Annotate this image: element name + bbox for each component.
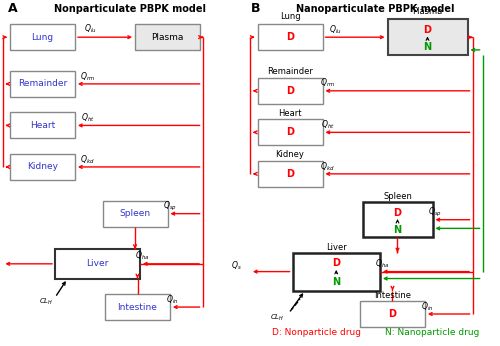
Text: $Q_{sp}$: $Q_{sp}$ bbox=[428, 206, 442, 219]
Text: $Q_s$: $Q_s$ bbox=[230, 259, 241, 272]
Text: Kidney: Kidney bbox=[276, 150, 304, 159]
Text: N: N bbox=[394, 225, 402, 235]
Text: $Q_{kd}$: $Q_{kd}$ bbox=[320, 160, 335, 173]
Text: Heart: Heart bbox=[278, 109, 302, 118]
Text: $Q_{ht}$: $Q_{ht}$ bbox=[80, 111, 94, 124]
Text: D: D bbox=[286, 86, 294, 96]
Bar bbox=[102, 201, 168, 227]
Text: D: D bbox=[424, 25, 432, 35]
Text: Liver: Liver bbox=[326, 243, 346, 252]
Text: Intestine: Intestine bbox=[118, 302, 158, 312]
Text: Nanoparticulate PBPK model: Nanoparticulate PBPK model bbox=[296, 4, 454, 13]
Bar bbox=[362, 202, 432, 237]
Text: $Q_{ht}$: $Q_{ht}$ bbox=[320, 118, 334, 131]
Bar bbox=[388, 19, 468, 55]
Text: Remainder: Remainder bbox=[267, 67, 313, 76]
Text: D: D bbox=[332, 258, 340, 268]
Bar bbox=[258, 119, 322, 145]
Text: $Q_{sp}$: $Q_{sp}$ bbox=[163, 200, 177, 212]
Text: Kidney: Kidney bbox=[27, 162, 58, 172]
Text: A: A bbox=[8, 2, 17, 15]
Text: N: N bbox=[332, 277, 340, 287]
Bar bbox=[10, 154, 75, 180]
Text: $Q_{rm}$: $Q_{rm}$ bbox=[320, 77, 335, 90]
Text: Spleen: Spleen bbox=[120, 209, 150, 218]
Text: $Q_{ha}$: $Q_{ha}$ bbox=[136, 250, 149, 263]
Text: Heart: Heart bbox=[30, 121, 55, 130]
Text: N: N bbox=[424, 42, 432, 52]
Bar bbox=[10, 24, 75, 50]
Text: $CL_H$: $CL_H$ bbox=[270, 312, 284, 323]
Text: Lung: Lung bbox=[280, 12, 300, 21]
Text: D: Nonparticle drug: D: Nonparticle drug bbox=[272, 328, 362, 337]
Text: D: D bbox=[286, 169, 294, 179]
Text: Spleen: Spleen bbox=[383, 192, 412, 201]
Text: Liver: Liver bbox=[86, 259, 108, 268]
Bar bbox=[55, 249, 140, 279]
Text: $Q_{kd}$: $Q_{kd}$ bbox=[80, 153, 95, 166]
Text: $Q_{in}$: $Q_{in}$ bbox=[166, 293, 179, 306]
Bar bbox=[10, 71, 75, 97]
Bar bbox=[360, 301, 425, 327]
Text: Lung: Lung bbox=[32, 33, 54, 42]
Bar bbox=[105, 294, 170, 320]
Bar bbox=[258, 161, 322, 187]
Text: Plasma: Plasma bbox=[412, 7, 442, 16]
Text: $Q_{lu}$: $Q_{lu}$ bbox=[84, 22, 96, 35]
Text: Nonparticulate PBPK model: Nonparticulate PBPK model bbox=[54, 4, 206, 13]
Text: $Q_{in}$: $Q_{in}$ bbox=[421, 300, 434, 313]
Text: $Q_{rm}$: $Q_{rm}$ bbox=[80, 70, 95, 83]
Text: Plasma: Plasma bbox=[152, 33, 184, 42]
Bar bbox=[258, 24, 322, 50]
Bar bbox=[258, 78, 322, 104]
Text: Intestine: Intestine bbox=[374, 291, 411, 300]
Text: $Q_{ha}$: $Q_{ha}$ bbox=[376, 258, 390, 270]
Bar bbox=[10, 112, 75, 138]
Text: D: D bbox=[286, 32, 294, 42]
Text: B: B bbox=[251, 2, 260, 15]
Text: D: D bbox=[286, 127, 294, 137]
Bar bbox=[292, 253, 380, 291]
Text: $CL_H$: $CL_H$ bbox=[40, 297, 54, 307]
Text: D: D bbox=[394, 208, 402, 218]
Text: Remainder: Remainder bbox=[18, 79, 67, 89]
Text: D: D bbox=[388, 309, 396, 319]
Bar bbox=[135, 24, 200, 50]
Text: $Q_{lu}$: $Q_{lu}$ bbox=[328, 23, 342, 36]
Text: N: Nanoparticle drug: N: Nanoparticle drug bbox=[385, 328, 480, 337]
